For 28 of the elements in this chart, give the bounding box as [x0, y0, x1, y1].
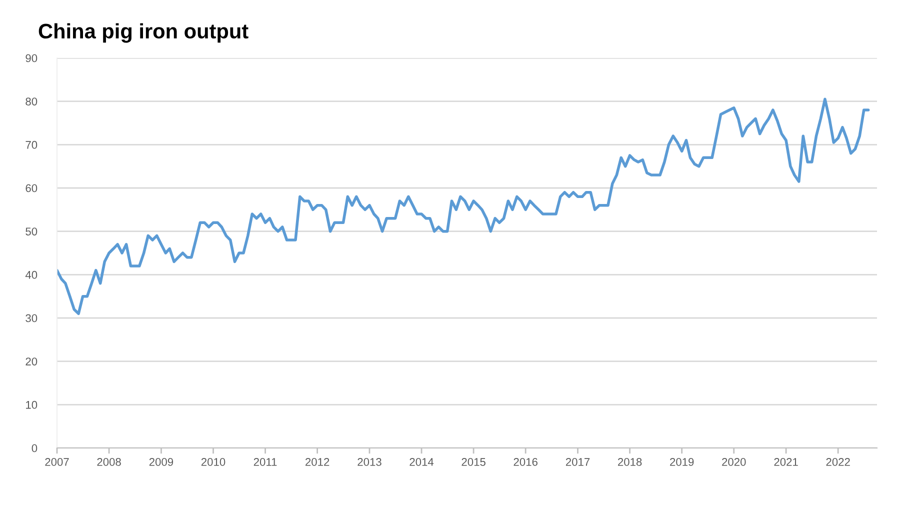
x-tick-label: 2009	[149, 458, 174, 466]
y-tick-label: 90	[26, 54, 38, 62]
y-tick-label: 80	[26, 98, 38, 106]
x-tick-label: 2013	[358, 458, 382, 466]
x-tick-label: 2017	[566, 458, 590, 466]
y-tick-label: 30	[26, 314, 38, 322]
x-tick-label: 2018	[618, 458, 642, 466]
x-tick-label: 2011	[254, 458, 277, 466]
x-tick-label: 2022	[826, 458, 850, 466]
x-tick-label: 2014	[410, 458, 434, 466]
x-tick-label: 2010	[201, 458, 226, 466]
y-tick-label: 70	[26, 140, 38, 149]
y-tick-label: 50	[26, 228, 38, 236]
x-tick-label: 2016	[514, 458, 538, 466]
x-tick-label: 2007	[45, 458, 69, 466]
y-tick-label: 60	[26, 184, 38, 192]
x-tick-label: 2015	[462, 458, 486, 466]
line-series	[57, 98, 870, 316]
x-tick-label: 2021	[774, 458, 798, 466]
x-tick-label: 2008	[97, 458, 121, 466]
y-tick-label: 40	[25, 270, 38, 279]
chart-title: China pig iron output	[38, 23, 248, 43]
x-tick-label: 2019	[670, 458, 694, 466]
y-tick-label: 20	[26, 358, 38, 366]
x-tick-label: 2012	[306, 458, 330, 466]
x-tick-label: 2020	[722, 458, 746, 466]
y-tick-label: 10	[26, 400, 38, 409]
y-tick-label: 0	[32, 444, 38, 452]
